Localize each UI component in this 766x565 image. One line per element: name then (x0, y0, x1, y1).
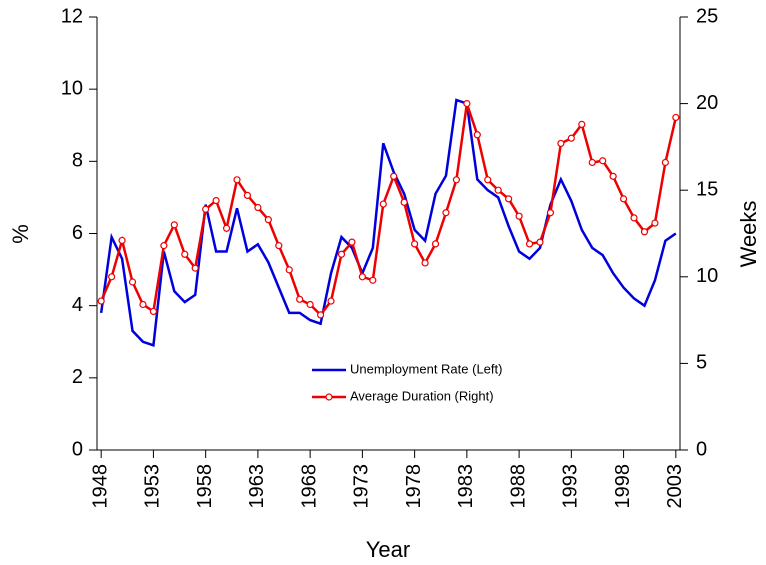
point (494, 186, 502, 194)
point (630, 214, 638, 222)
point (599, 157, 607, 165)
point (369, 276, 377, 284)
point (411, 240, 419, 248)
point (139, 300, 147, 309)
legend-label: Average Duration (Right) (350, 388, 494, 403)
point (463, 99, 471, 108)
point (390, 172, 398, 180)
point (327, 297, 335, 305)
point (275, 242, 283, 250)
y-tick-label: 6 (72, 222, 83, 244)
y-axis-label: % (8, 224, 33, 244)
point (358, 273, 366, 281)
point (473, 131, 481, 139)
y2-tick-label: 20 (696, 92, 718, 114)
point (525, 240, 534, 248)
x-tick-label: 2003 (664, 464, 686, 509)
point (578, 120, 586, 128)
point (661, 158, 669, 167)
x-tick-label: 1998 (612, 464, 634, 509)
x-tick-label: 1958 (194, 464, 216, 509)
point (233, 176, 241, 184)
x-tick-label: 1953 (142, 464, 164, 509)
point (254, 203, 262, 212)
point (149, 307, 158, 316)
series-line (99, 98, 677, 348)
y2-tick-label: 25 (696, 5, 718, 27)
point (442, 209, 450, 217)
point (651, 219, 659, 227)
point (546, 209, 555, 217)
x-tick-label: 1948 (89, 464, 111, 509)
legend-marker (325, 393, 333, 401)
y-tick-label: 10 (61, 77, 83, 99)
point (181, 250, 189, 258)
y2-axis-label: Weeks (736, 201, 761, 268)
point (505, 195, 513, 203)
y2-tick-label: 0 (696, 438, 707, 460)
point (557, 139, 565, 148)
point (431, 240, 440, 248)
x-tick-label: 1978 (403, 464, 425, 509)
point (515, 212, 523, 220)
point (160, 242, 168, 250)
y-tick-label: 12 (61, 5, 83, 27)
point (191, 264, 199, 272)
x-axis-label: Year (366, 537, 410, 562)
point (222, 224, 231, 232)
legend-label: Unemployment Rate (Left) (350, 361, 502, 376)
y-tick-label: 0 (72, 438, 83, 460)
point (108, 273, 116, 281)
point (264, 216, 272, 224)
y-tick-label: 2 (72, 366, 83, 388)
x-tick-label: 1973 (351, 464, 373, 509)
point (379, 200, 387, 208)
point (619, 195, 628, 203)
point (609, 172, 617, 180)
y2-tick-label: 15 (696, 178, 718, 200)
point (306, 300, 314, 309)
x-tick-label: 1968 (298, 464, 320, 509)
point (452, 176, 461, 184)
series-line (100, 103, 678, 317)
point (536, 238, 544, 246)
x-tick-label: 1993 (560, 464, 582, 509)
x-tick-label: 1988 (507, 464, 529, 509)
point (285, 266, 293, 274)
point (640, 228, 649, 236)
point (316, 311, 325, 319)
point (296, 295, 304, 303)
point (567, 134, 575, 142)
x-tick-label: 1983 (455, 464, 477, 509)
x-tick-label: 1963 (246, 464, 268, 509)
point (243, 191, 252, 199)
point (400, 198, 408, 206)
point (170, 221, 178, 229)
point (118, 236, 126, 245)
point (348, 238, 356, 246)
point (97, 297, 105, 305)
y-tick-label: 4 (72, 294, 83, 316)
y-tick-label: 8 (72, 150, 83, 172)
point (588, 158, 596, 167)
point (484, 176, 492, 184)
point (212, 196, 220, 205)
y2-tick-label: 10 (696, 265, 718, 287)
y2-tick-label: 5 (696, 352, 707, 374)
point (128, 278, 137, 286)
point (672, 113, 680, 122)
point (421, 259, 429, 267)
point (337, 250, 346, 258)
point (202, 205, 210, 213)
